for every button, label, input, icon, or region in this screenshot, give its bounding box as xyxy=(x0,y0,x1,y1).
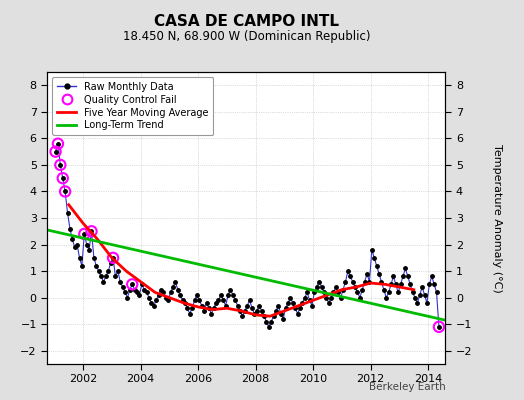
Point xyxy=(88,228,96,234)
Point xyxy=(128,281,136,288)
Point xyxy=(109,255,117,261)
Point xyxy=(59,175,67,181)
Text: 18.450 N, 68.900 W (Dominican Republic): 18.450 N, 68.900 W (Dominican Republic) xyxy=(123,30,370,43)
Point xyxy=(51,148,60,155)
Legend: Raw Monthly Data, Quality Control Fail, Five Year Moving Average, Long-Term Tren: Raw Monthly Data, Quality Control Fail, … xyxy=(52,77,213,135)
Y-axis label: Temperature Anomaly (°C): Temperature Anomaly (°C) xyxy=(492,144,502,292)
Text: Berkeley Earth: Berkeley Earth xyxy=(369,382,445,392)
Point xyxy=(80,231,89,237)
Point xyxy=(435,324,443,330)
Point xyxy=(61,188,69,195)
Point xyxy=(54,140,62,147)
Point xyxy=(56,162,64,168)
Text: CASA DE CAMPO INTL: CASA DE CAMPO INTL xyxy=(154,14,339,29)
